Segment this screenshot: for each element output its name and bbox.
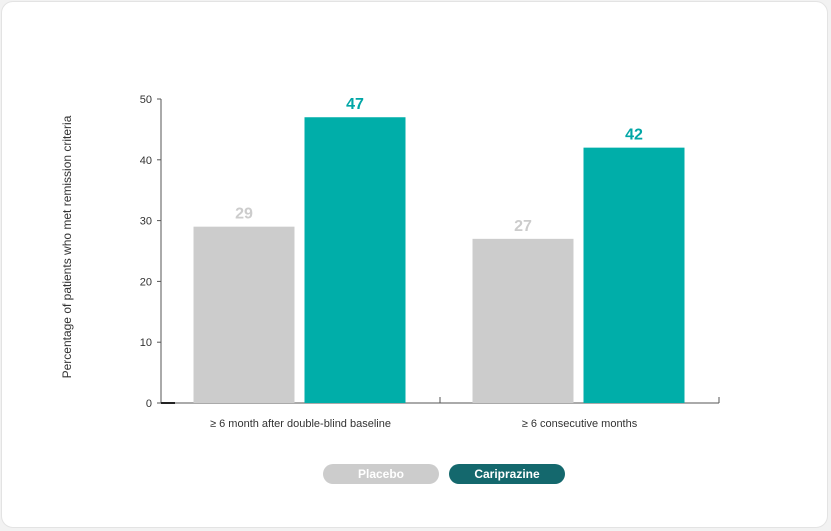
y-tick-label: 30 — [140, 216, 152, 228]
x-category-label: ≥ 6 month after double-blind baseline — [210, 418, 391, 430]
x-category-label: ≥ 6 consecutive months — [522, 418, 638, 430]
data-label-cariprazine: 42 — [625, 127, 643, 144]
legend-label-cariprazine: Cariprazine — [474, 467, 540, 481]
legend-label-placebo: Placebo — [357, 467, 405, 481]
data-label-placebo: 29 — [235, 206, 253, 223]
data-label-placebo: 27 — [514, 218, 532, 235]
bar-placebo — [193, 226, 295, 403]
bar-cariprazine — [304, 117, 406, 404]
legend-item-placebo[interactable]: Placebo — [323, 464, 439, 484]
data-label-cariprazine: 47 — [346, 96, 364, 113]
legend-item-cariprazine[interactable]: Cariprazine — [449, 464, 565, 484]
y-tick-label: 20 — [140, 276, 152, 288]
y-tick-label: 0 — [146, 398, 152, 410]
legend: Placebo Cariprazine — [323, 464, 565, 484]
y-tick-label: 40 — [140, 155, 152, 167]
y-tick-label: 10 — [140, 337, 152, 349]
bar-cariprazine — [583, 147, 685, 403]
y-axis-label: Percentage of patients who met remission… — [60, 115, 74, 378]
bar-chart: 0 10 20 30 40 50 29 47 ≥ 6 month after double-bl… — [60, 94, 720, 430]
bar-placebo — [472, 238, 574, 403]
y-tick-label: 50 — [140, 94, 152, 106]
